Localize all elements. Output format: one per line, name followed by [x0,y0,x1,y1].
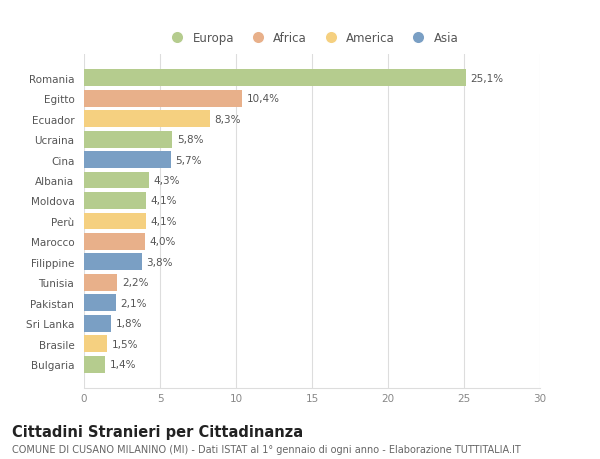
Text: 10,4%: 10,4% [247,94,280,104]
Bar [84,70,466,87]
Text: 5,8%: 5,8% [177,135,203,145]
Bar [84,193,146,209]
Text: 1,8%: 1,8% [116,319,142,329]
Text: 5,7%: 5,7% [175,155,202,165]
Bar [84,131,172,148]
Text: 4,0%: 4,0% [149,237,176,247]
Bar [84,274,118,291]
Bar [84,295,116,312]
Bar [84,90,242,107]
Text: 8,3%: 8,3% [215,114,241,124]
Bar [84,111,210,128]
Text: 2,1%: 2,1% [121,298,147,308]
Text: 1,5%: 1,5% [112,339,138,349]
Bar [84,315,112,332]
Text: 4,1%: 4,1% [151,196,178,206]
Text: 1,4%: 1,4% [110,359,136,369]
Text: 25,1%: 25,1% [470,73,503,84]
Legend: Europa, Africa, America, Asia: Europa, Africa, America, Asia [161,28,463,50]
Text: 4,3%: 4,3% [154,176,181,185]
Bar [84,356,105,373]
Bar [84,213,146,230]
Text: 2,2%: 2,2% [122,278,149,288]
Bar [84,336,107,353]
Text: COMUNE DI CUSANO MILANINO (MI) - Dati ISTAT al 1° gennaio di ogni anno - Elabora: COMUNE DI CUSANO MILANINO (MI) - Dati IS… [12,444,521,454]
Bar [84,152,170,168]
Bar [84,234,145,250]
Bar [84,172,149,189]
Text: 3,8%: 3,8% [146,257,173,267]
Text: Cittadini Stranieri per Cittadinanza: Cittadini Stranieri per Cittadinanza [12,425,303,440]
Text: 4,1%: 4,1% [151,217,178,226]
Bar [84,254,142,271]
